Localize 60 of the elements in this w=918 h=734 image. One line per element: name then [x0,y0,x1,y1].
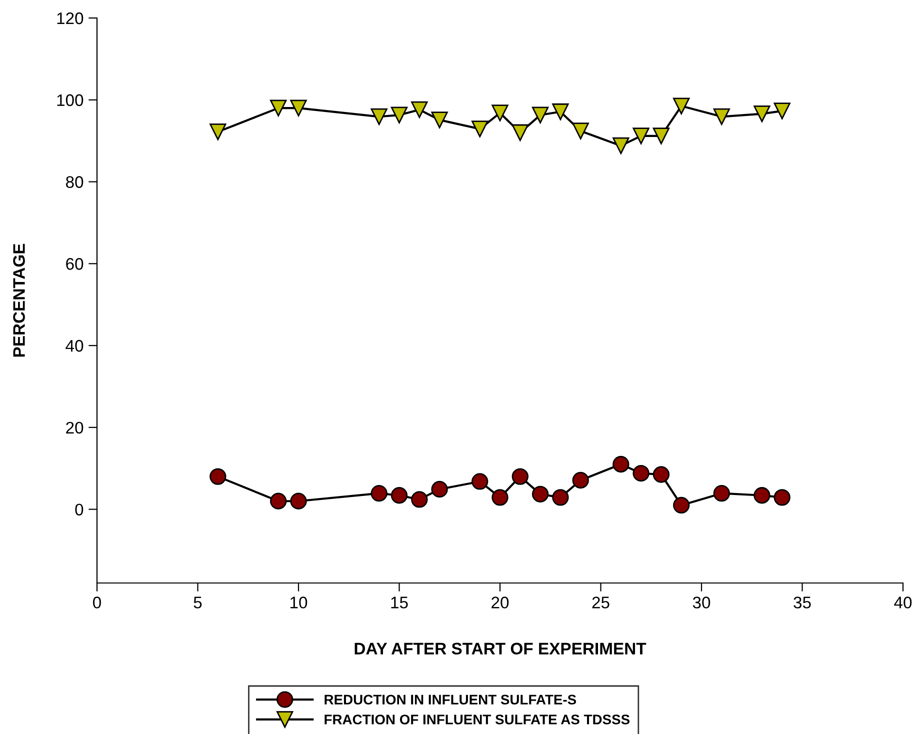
y-tick-label: 20 [66,422,84,434]
legend-label: REDUCTION IN INFLUENT SULFATE-S [324,694,576,705]
point [270,100,287,116]
point [431,112,448,128]
point [713,485,730,502]
y-tick-label: 80 [66,176,84,188]
x-tick-label: 10 [290,596,308,608]
point [713,108,730,126]
point [652,128,670,144]
point [290,492,307,510]
point [431,480,448,498]
point [632,128,650,144]
point [390,487,408,504]
x-tick-label: 15 [391,596,408,608]
point [754,487,770,504]
point [210,123,226,140]
point [492,104,508,122]
x-tick-label: 35 [794,596,811,608]
point [754,105,770,122]
point [652,466,670,483]
y-tick-label: 60 [66,258,84,270]
point [270,492,287,510]
x-tick-label: 40 [894,596,912,608]
y-tick-label: 120 [57,12,84,24]
point [290,100,307,116]
point [673,98,690,114]
point [370,108,388,126]
point [532,106,549,124]
point [673,496,690,514]
point [370,485,388,502]
x-axis-title: DAY AFTER START OF EXPERIMENT [354,642,646,655]
y-tick-label: 40 [66,340,84,352]
y-tick-label: 0 [75,504,84,516]
point [612,137,630,154]
point [512,468,528,485]
point [774,102,790,120]
point [532,486,549,502]
point [572,472,589,489]
x-tick-label: 5 [194,596,202,608]
point [632,464,650,482]
point [552,489,569,506]
x-tick-label: 30 [692,596,710,608]
point [411,101,428,118]
point [390,106,408,124]
legend-label: FRACTION OF INFLUENT SULFATE AS TDSSS [324,714,630,724]
y-tick-label: 100 [57,94,84,106]
point [774,489,790,506]
point [472,120,488,138]
point [512,124,528,141]
y-axis-title: PERCENTAGE [13,244,25,357]
point [612,456,630,473]
point [552,103,569,120]
point [210,468,226,485]
point [472,473,488,490]
point [411,491,428,508]
x-tick-label: 20 [492,596,509,608]
x-tick-label: 25 [592,596,610,608]
point [572,122,589,140]
point [492,489,508,506]
x-tick-label: 0 [93,596,101,608]
